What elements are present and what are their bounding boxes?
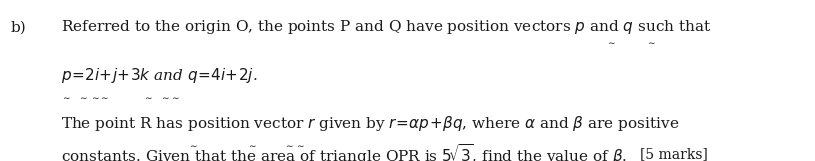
Text: $\sim$: $\sim$ xyxy=(99,92,110,101)
Text: $\sim$: $\sim$ xyxy=(284,140,295,149)
Text: $\sim$: $\sim$ xyxy=(143,92,153,101)
Text: [5 marks]: [5 marks] xyxy=(640,148,707,161)
Text: $\sim$: $\sim$ xyxy=(78,92,89,101)
Text: $\sim$: $\sim$ xyxy=(160,92,170,101)
Text: b): b) xyxy=(11,20,26,34)
Text: $\sim$: $\sim$ xyxy=(90,92,100,101)
Text: Referred to the origin O, the points P and Q have position vectors $p$ and $q$ s: Referred to the origin O, the points P a… xyxy=(61,18,711,36)
Text: constants. Given that the area of triangle OPR is $5\!\sqrt{3}$, find the value : constants. Given that the area of triang… xyxy=(61,142,628,161)
Text: $\sim$: $\sim$ xyxy=(188,140,199,149)
Text: $\sim$: $\sim$ xyxy=(295,140,306,149)
Text: The point R has position vector $r$ given by $r\!=\!\alpha p\!+\!\beta q$, where: The point R has position vector $r$ give… xyxy=(61,114,680,133)
Text: $p\!=\!2i\!+\!j\!+\!3k$ and $q\!=\!4i\!+\!2j$.: $p\!=\!2i\!+\!j\!+\!3k$ and $q\!=\!4i\!+… xyxy=(61,66,258,85)
Text: $\sim$: $\sim$ xyxy=(61,92,72,101)
Text: $\sim$: $\sim$ xyxy=(646,37,657,46)
Text: $\sim$: $\sim$ xyxy=(606,37,617,46)
Text: $\sim$: $\sim$ xyxy=(247,140,258,149)
Text: $\sim$: $\sim$ xyxy=(170,92,180,101)
